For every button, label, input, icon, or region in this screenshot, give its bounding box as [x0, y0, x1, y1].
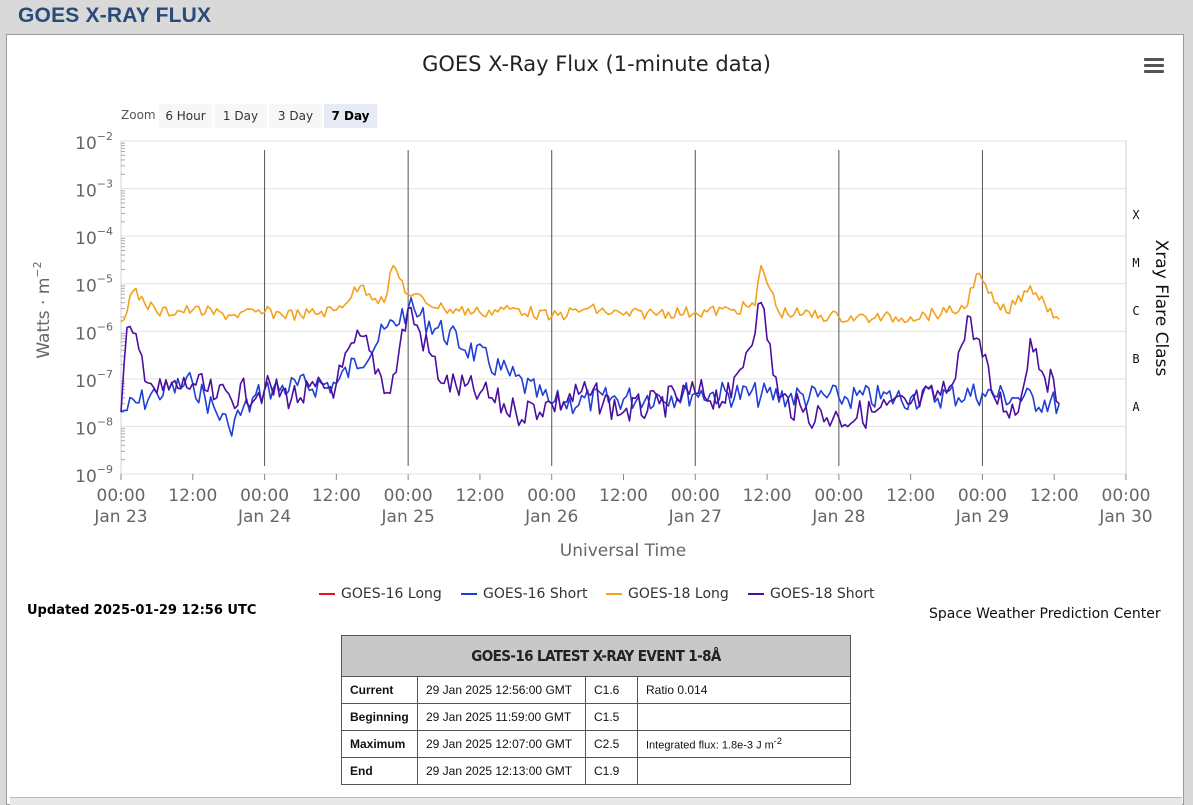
row-class: C2.5 — [585, 730, 638, 758]
legend-swatch — [606, 593, 622, 595]
event-table-title: GOES-16 LATEST X-RAY EVENT 1-8Å — [341, 635, 851, 677]
legend-swatch — [748, 593, 764, 595]
row-label: Current — [341, 676, 418, 704]
right-axis-title: Xray Flare Class — [1151, 240, 1171, 377]
row-class: C1.9 — [585, 757, 638, 785]
x-tick-label: 12:00 — [599, 486, 648, 506]
row-class: C1.6 — [585, 676, 638, 704]
zoom-7-day-button[interactable]: 7 Day — [324, 104, 377, 128]
row-time: 29 Jan 2025 12:07:00 GMT — [417, 730, 586, 758]
x-tick-label: 00:00 — [814, 486, 863, 506]
legend-goes16-short[interactable]: GOES-16 Short — [461, 585, 588, 603]
row-time: 29 Jan 2025 11:59:00 GMT — [417, 703, 586, 731]
legend-label: GOES-18 Short — [770, 586, 875, 602]
x-tick-label: 12:00 — [1030, 486, 1079, 506]
x-tick-label: 12:00 — [743, 486, 792, 506]
y-tick-label: 10−2 — [75, 130, 113, 154]
row-label: Beginning — [341, 703, 418, 731]
y-tick-label: 10−7 — [75, 368, 113, 392]
row-class: C1.5 — [585, 703, 638, 731]
row-time: 29 Jan 2025 12:56:00 GMT — [417, 676, 586, 704]
x-tick-label: 00:00 — [97, 486, 146, 506]
y-tick-label: 10−3 — [75, 178, 113, 202]
flare-class-label: C — [1132, 304, 1139, 318]
legend-label: GOES-16 Short — [483, 586, 588, 602]
x-tick-date-label: Jan 30 — [1098, 507, 1152, 527]
table-row: Beginning 29 Jan 2025 11:59:00 GMT C1.5 — [341, 703, 851, 731]
row-label: Maximum — [341, 730, 418, 758]
table-row: Current 29 Jan 2025 12:56:00 GMT C1.6 Ra… — [341, 676, 851, 704]
x-tick-date-label: Jan 23 — [93, 507, 147, 527]
x-tick-date-label: Jan 27 — [668, 507, 722, 527]
table-row: Maximum 29 Jan 2025 12:07:00 GMT C2.5 In… — [341, 730, 851, 758]
legend-goes18-long[interactable]: GOES-18 Long — [606, 585, 729, 603]
x-tick-label: 00:00 — [958, 486, 1007, 506]
updated-timestamp: Updated 2025-01-29 12:56 UTC — [27, 603, 257, 618]
x-tick-label: 12:00 — [455, 486, 504, 506]
flare-class-label: M — [1132, 256, 1139, 270]
series-line — [120, 264, 1060, 324]
x-tick-label: 00:00 — [384, 486, 433, 506]
y-axis-title: Watts · m−2 — [31, 261, 54, 358]
x-tick-date-label: Jan 24 — [237, 507, 291, 527]
row-extra: Ratio 0.014 — [637, 676, 851, 704]
table-row: End 29 Jan 2025 12:13:00 GMT C1.9 — [341, 757, 851, 785]
row-extra: Integrated flux: 1.8e-3 J m-2 — [637, 730, 851, 758]
zoom-1-day-button[interactable]: 1 Day — [214, 104, 267, 128]
x-tick-label: 00:00 — [1102, 486, 1151, 506]
event-table: GOES-16 LATEST X-RAY EVENT 1-8Å Current … — [341, 635, 851, 785]
y-tick-label: 10−9 — [75, 463, 113, 487]
x-tick-label: 00:00 — [527, 486, 576, 506]
x-tick-date-label: Jan 25 — [381, 507, 435, 527]
legend-swatch — [319, 593, 335, 595]
flare-class-label: A — [1132, 400, 1140, 414]
legend-label: GOES-16 Long — [341, 586, 442, 602]
y-tick-label: 10−4 — [75, 225, 113, 249]
chart-title: GOES X-Ray Flux (1-minute data) — [422, 52, 771, 76]
row-extra — [637, 703, 851, 731]
row-time: 29 Jan 2025 12:13:00 GMT — [417, 757, 586, 785]
credit-text: Space Weather Prediction Center — [929, 606, 1161, 622]
row-extra-sup: -2 — [773, 736, 782, 747]
legend-swatch — [461, 593, 477, 595]
legend-goes16-long[interactable]: GOES-16 Long — [319, 585, 442, 603]
flare-class-label: B — [1132, 352, 1139, 366]
x-tick-label: 00:00 — [240, 486, 289, 506]
flare-class-label: X — [1132, 208, 1140, 222]
legend-label: GOES-18 Long — [628, 586, 729, 602]
row-extra-text: Integrated flux: 1.8e-3 J m — [646, 739, 774, 752]
page-header: GOES X-RAY FLUX — [0, 0, 1193, 34]
x-tick-date-label: Jan 29 — [955, 507, 1009, 527]
plot-area — [120, 140, 1127, 475]
y-tick-label: 10−6 — [75, 320, 113, 344]
x-axis-title: Universal Time — [560, 541, 686, 561]
page-title: GOES X-RAY FLUX — [18, 4, 212, 27]
row-extra-text: Ratio 0.014 — [646, 683, 708, 697]
row-extra — [637, 757, 851, 785]
zoom-label: Zoom — [121, 108, 156, 122]
y-tick-label: 10−8 — [75, 415, 113, 439]
y-tick-label: 10−5 — [75, 273, 113, 297]
series-line — [120, 301, 1060, 430]
zoom-3-day-button[interactable]: 3 Day — [269, 104, 322, 128]
x-tick-date-label: Jan 28 — [811, 507, 865, 527]
x-tick-label: 12:00 — [886, 486, 935, 506]
bottom-strip — [10, 797, 1182, 805]
legend-goes18-short[interactable]: GOES-18 Short — [748, 585, 875, 603]
zoom-6-hour-button[interactable]: 6 Hour — [159, 104, 212, 128]
hamburger-menu-icon[interactable] — [1144, 58, 1164, 76]
row-label: End — [341, 757, 418, 785]
x-tick-label: 12:00 — [168, 486, 217, 506]
x-tick-label: 12:00 — [312, 486, 361, 506]
x-tick-label: 00:00 — [671, 486, 720, 506]
x-tick-date-label: Jan 26 — [524, 507, 578, 527]
